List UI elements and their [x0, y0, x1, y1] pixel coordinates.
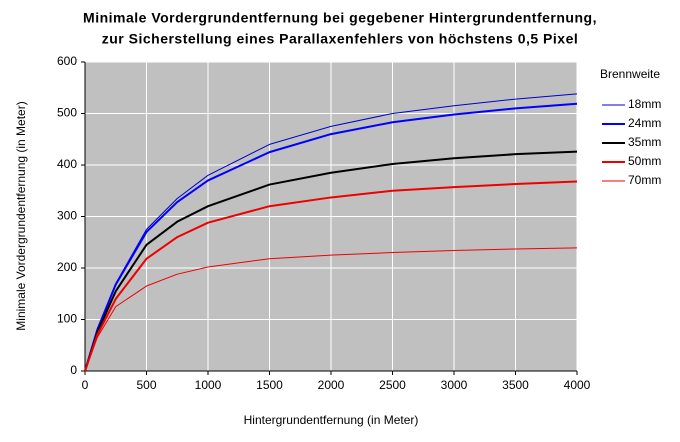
y-tick-label: 300 [57, 209, 77, 223]
series-line [84, 102, 578, 372]
x-tick-label: 500 [136, 378, 156, 392]
x-axis-label: Hintergrundentfernung (in Meter) [244, 413, 419, 427]
legend-label: 35mm [628, 135, 661, 149]
y-tick-label: 600 [57, 54, 77, 68]
x-tick-label: 2500 [379, 378, 406, 392]
y-tick-label: 100 [57, 312, 77, 326]
x-tick-label: 4000 [564, 378, 591, 392]
x-tick-label: 0 [82, 378, 89, 392]
x-tick-label: 2000 [318, 378, 345, 392]
y-axis-label: Minimale Vordergrundentfernung (in Meter… [14, 101, 28, 330]
series-line [84, 180, 578, 372]
x-tick-label: 3000 [441, 378, 468, 392]
y-tick-label: 200 [57, 260, 77, 274]
x-tick-label: 1000 [195, 378, 222, 392]
legend-label: 24mm [628, 116, 661, 130]
y-tick-label: 500 [57, 106, 77, 120]
x-tick-label: 1500 [256, 378, 283, 392]
series-line [84, 150, 578, 372]
chart-title: zur Sicherstellung eines Parallaxenfehle… [102, 31, 579, 47]
legend-label: 18mm [628, 97, 661, 111]
legend-label: 50mm [628, 154, 661, 168]
legend-title: Brennweite [600, 67, 660, 81]
chart-title: Minimale Vordergrundentfernung bei gegeb… [83, 10, 597, 26]
series-line [84, 247, 578, 372]
x-tick-label: 3500 [502, 378, 529, 392]
legend-label: 70mm [628, 173, 661, 187]
y-tick-label: 0 [70, 363, 77, 377]
y-tick-label: 400 [57, 157, 77, 171]
